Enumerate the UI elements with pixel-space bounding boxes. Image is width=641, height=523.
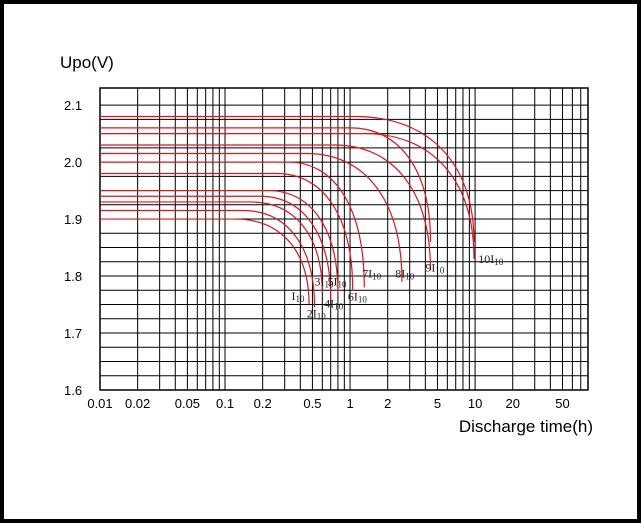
curve-label: 3I10 [315,275,335,290]
x-tick-label: 0.2 [254,396,272,411]
curve-label: 6I10 [348,290,368,305]
y-tick-labels: 1.6 1.7 1.8 1.9 2.0 2.1 [64,98,82,398]
x-tick-label: 0.01 [87,396,112,411]
discharge-curve [100,172,354,291]
curve-label: 2I10 [307,307,327,322]
discharge-curve [100,144,432,271]
curves [100,115,475,308]
x-tick-label: 0.05 [175,396,200,411]
x-tick-label: 5 [434,396,441,411]
curve-label: 4I10 [324,296,344,311]
plot-border [99,87,589,391]
y-tick-label: 1.7 [64,326,82,341]
discharge-curve [100,161,365,288]
discharge-curve [100,189,339,294]
discharge-curve [100,115,475,242]
discharge-curve [100,132,475,259]
x-tick-label: 1 [346,396,353,411]
x-tick-label: 50 [555,396,569,411]
y-tick-label: 2.0 [64,155,82,170]
grid-minor [100,88,589,391]
x-axis-title: Discharge time(h) [459,417,593,436]
discharge-curve [100,195,332,299]
discharge-curve [100,127,432,242]
discharge-curve [100,218,310,305]
y-tick-label: 2.1 [64,98,82,113]
curve-label: 7I10 [362,267,382,282]
y-tick-label: 1.6 [64,383,82,398]
y-tick-label: 1.8 [64,269,82,284]
x-tick-label: 0.02 [125,396,150,411]
discharge-curve [100,201,323,294]
curve-label: 8I10 [395,267,415,282]
x-tick-label: 0.5 [303,396,321,411]
curve-label: 9I10 [425,260,445,275]
x-tick-label: 2 [384,396,391,411]
curve-label: I10 [291,289,305,304]
discharge-curve [100,209,316,308]
x-tick-label: 0.1 [216,396,234,411]
x-tick-label: 10 [468,396,482,411]
curve-label: 10I10 [478,252,504,267]
curve-label: 5I10 [327,275,347,290]
y-axis-title: Upo(V) [60,53,114,72]
x-tick-label: 20 [505,396,519,411]
y-tick-label: 1.9 [64,212,82,227]
discharge-curve [100,152,403,282]
x-tick-labels: 0.01 0.02 0.05 0.1 0.2 0.5 1 2 5 10 20 50 [87,396,569,411]
